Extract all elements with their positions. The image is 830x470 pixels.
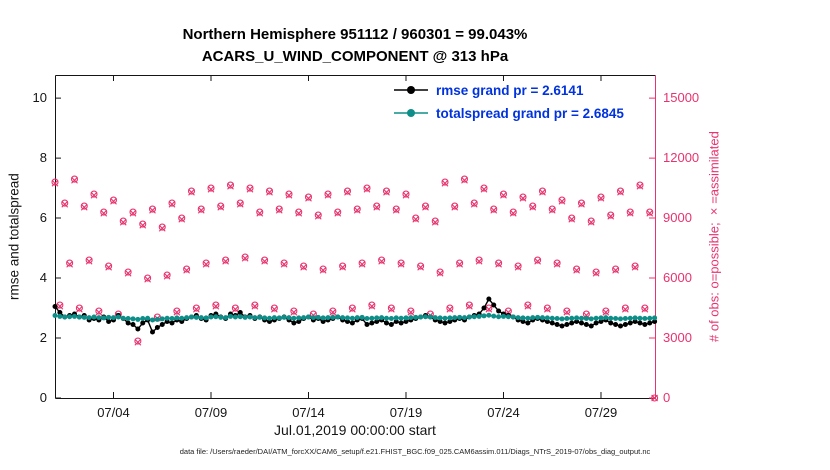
plot-subtitle: ACARS_U_WIND_COMPONENT @ 313 hPa bbox=[201, 48, 509, 65]
y-axis-label-right: # of obs: o=possible; ×=assimilated bbox=[706, 131, 722, 342]
x-tick-label: 07/29 bbox=[584, 405, 618, 420]
legend-item-rmse: rmse grand pr = 2.6141 bbox=[392, 80, 624, 100]
legend-label-rmse: rmse grand pr = 2.6141 bbox=[436, 82, 584, 98]
y-tick-label-left: 0 bbox=[39, 390, 47, 405]
plot-title: Northern Hemisphere 951112 / 960301 = 99… bbox=[182, 26, 528, 43]
x-tick-label: 07/19 bbox=[389, 405, 423, 420]
legend: rmse grand pr = 2.6141 totalspread grand… bbox=[392, 80, 624, 123]
y-tick-label-left: 10 bbox=[32, 90, 47, 106]
x-tick-label: 07/09 bbox=[194, 405, 228, 420]
legend-item-totalspread: totalspread grand pr = 2.6845 bbox=[392, 103, 624, 123]
y-tick-label-right: 6000 bbox=[663, 270, 692, 286]
data-file-caption: data file: /Users/raeder/DAI/ATM_forcXX/… bbox=[179, 447, 651, 456]
y-tick-label-left: 4 bbox=[39, 270, 47, 286]
y-tick-label-left: 6 bbox=[39, 210, 47, 226]
y-tick-label-right: 12000 bbox=[663, 150, 700, 166]
y-tick-label-left: 2 bbox=[39, 330, 47, 346]
y-tick-label-right: 9000 bbox=[663, 210, 692, 226]
y-tick-label-right: 0 bbox=[663, 390, 671, 405]
x-tick-label: 07/14 bbox=[292, 405, 325, 420]
y-axis-label-left: rmse and totalspread bbox=[6, 173, 22, 300]
rmse-legend-marker bbox=[394, 86, 428, 94]
x-tick-label: 07/04 bbox=[97, 405, 130, 420]
x-axis-label: Jul.01,2019 00:00:00 start bbox=[274, 422, 436, 438]
y-tick-label-right: 15000 bbox=[663, 90, 700, 106]
totalspread-legend-marker bbox=[394, 109, 428, 117]
y-tick-label-left: 8 bbox=[39, 150, 47, 166]
x-tick-label: 07/24 bbox=[487, 405, 520, 420]
y-tick-label-right: 3000 bbox=[663, 330, 692, 346]
legend-label-totalspread: totalspread grand pr = 2.6845 bbox=[436, 105, 624, 121]
